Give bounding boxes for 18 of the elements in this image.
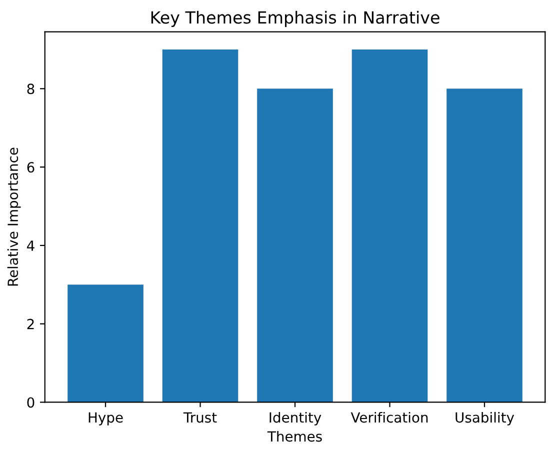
x-axis-title: Themes	[267, 430, 322, 442]
bar	[162, 49, 238, 402]
y-tick-label: 8	[27, 84, 34, 94]
y-tick-label: 6	[27, 162, 34, 173]
bar	[68, 284, 144, 402]
y-tick-label: 4	[26, 240, 34, 251]
x-tick-label: Identity	[270, 412, 322, 426]
y-tick-label: 2	[27, 318, 34, 330]
x-tick-label: Usability	[456, 412, 514, 426]
y-axis-title: Relative Importance	[7, 148, 21, 286]
bar	[446, 88, 522, 402]
bar	[352, 49, 428, 402]
x-tick-label: Hype	[88, 412, 123, 426]
bar	[257, 88, 333, 402]
x-tick-label: Trust	[183, 412, 217, 423]
chart-title: Key Themes Emphasis in Narrative	[151, 10, 440, 27]
x-tick-label: Verification	[350, 412, 428, 423]
y-tick-label: 0	[27, 397, 34, 408]
